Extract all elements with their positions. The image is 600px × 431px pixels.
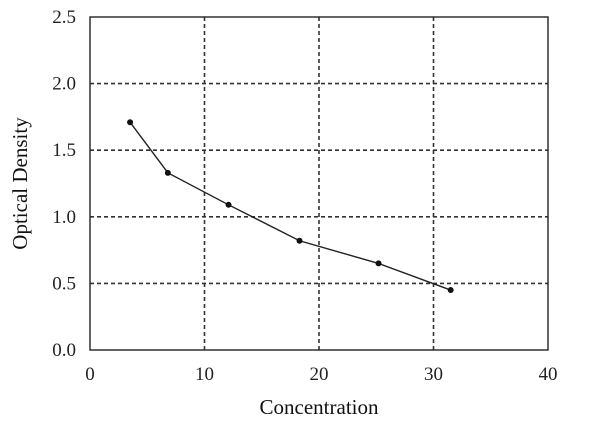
y-tick-label: 2.0 xyxy=(52,74,76,95)
x-axis-ticks: 0 10 20 30 40 xyxy=(85,364,557,385)
data-point xyxy=(127,119,134,126)
grid-lines xyxy=(90,17,548,350)
x-tick-label: 0 xyxy=(85,364,95,385)
y-tick-label: 1.0 xyxy=(52,207,76,228)
y-tick-label: 0.5 xyxy=(52,273,76,294)
plot-area xyxy=(89,16,549,351)
data-point xyxy=(164,169,171,176)
y-tick-label: 1.5 xyxy=(52,140,76,161)
x-tick-label: 40 xyxy=(539,364,558,385)
x-tick-label: 30 xyxy=(424,364,443,385)
data-point xyxy=(225,201,232,208)
data-point xyxy=(447,287,454,294)
x-tick-label: 20 xyxy=(310,364,329,385)
y-axis-ticks: 0.0 0.5 1.0 1.5 2.0 2.5 xyxy=(52,7,76,361)
x-tick-label: 10 xyxy=(195,364,214,385)
y-tick-label: 0.0 xyxy=(52,340,76,361)
data-point xyxy=(296,237,303,244)
series-line xyxy=(129,121,451,291)
y-axis-title: Optical Density xyxy=(8,117,32,250)
data-point xyxy=(375,260,382,267)
y-tick-label: 2.5 xyxy=(52,7,76,28)
data-series xyxy=(127,119,454,294)
x-axis-title: Concentration xyxy=(260,395,379,419)
